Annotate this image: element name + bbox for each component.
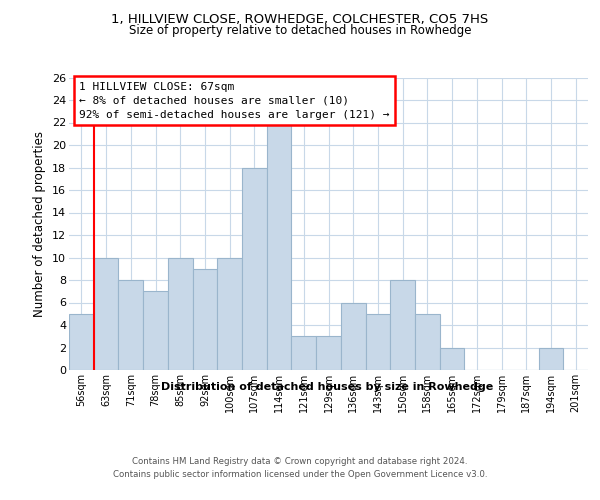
Text: 1 HILLVIEW CLOSE: 67sqm
← 8% of detached houses are smaller (10)
92% of semi-det: 1 HILLVIEW CLOSE: 67sqm ← 8% of detached… [79,82,390,120]
Bar [242,168,267,370]
Text: Contains HM Land Registry data © Crown copyright and database right 2024.: Contains HM Land Registry data © Crown c… [132,458,468,466]
Text: Contains public sector information licensed under the Open Government Licence v3: Contains public sector information licen… [113,470,487,479]
Text: 1, HILLVIEW CLOSE, ROWHEDGE, COLCHESTER, CO5 7HS: 1, HILLVIEW CLOSE, ROWHEDGE, COLCHESTER,… [112,12,488,26]
Bar [94,258,118,370]
Bar [118,280,143,370]
Bar [217,258,242,370]
Y-axis label: Number of detached properties: Number of detached properties [34,130,46,317]
Bar [415,314,440,370]
Bar [193,269,217,370]
Text: Distribution of detached houses by size in Rowhedge: Distribution of detached houses by size … [161,382,493,392]
Bar [69,314,94,370]
Bar [440,348,464,370]
Bar [341,302,365,370]
Bar [390,280,415,370]
Bar [267,112,292,370]
Bar [143,291,168,370]
Bar [365,314,390,370]
Bar [168,258,193,370]
Bar [316,336,341,370]
Bar [539,348,563,370]
Text: Size of property relative to detached houses in Rowhedge: Size of property relative to detached ho… [129,24,471,37]
Bar [292,336,316,370]
